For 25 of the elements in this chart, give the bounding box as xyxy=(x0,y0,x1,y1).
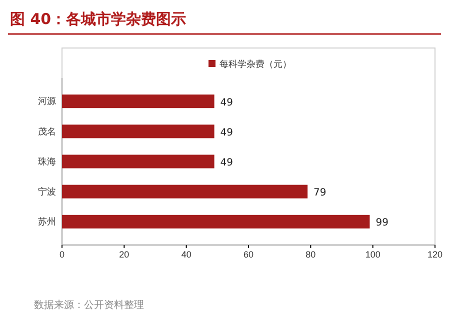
y-tick-label: 宁波 xyxy=(38,186,56,196)
x-tick-label: 100 xyxy=(365,249,380,260)
data-label: 49 xyxy=(220,158,234,168)
x-tick-label: 40 xyxy=(181,249,192,260)
chart-title: 图 40：各城市学杂费图示 xyxy=(10,10,186,28)
y-tick-label: 苏州 xyxy=(38,216,56,227)
bar xyxy=(62,154,214,168)
x-tick-label: 120 xyxy=(427,249,443,260)
source-note: 数据来源：公开资料整理 xyxy=(34,299,144,311)
bar xyxy=(62,184,308,198)
y-tick-label: 河源 xyxy=(38,96,56,106)
data-label: 49 xyxy=(220,127,234,138)
bar xyxy=(62,94,214,108)
x-tick-label: 80 xyxy=(306,249,316,260)
bar xyxy=(62,214,370,228)
x-tick-label: 20 xyxy=(119,249,130,260)
bar xyxy=(62,124,214,138)
data-label: 49 xyxy=(220,97,234,108)
y-tick-label: 珠海 xyxy=(38,156,56,166)
legend-label: 每科学杂费（元） xyxy=(220,59,292,70)
data-label: 79 xyxy=(314,188,326,199)
x-tick-label: 0 xyxy=(59,249,65,260)
x-tick-label: 60 xyxy=(243,249,254,260)
y-tick-label: 茂名 xyxy=(38,126,56,136)
data-label: 99 xyxy=(376,218,388,229)
